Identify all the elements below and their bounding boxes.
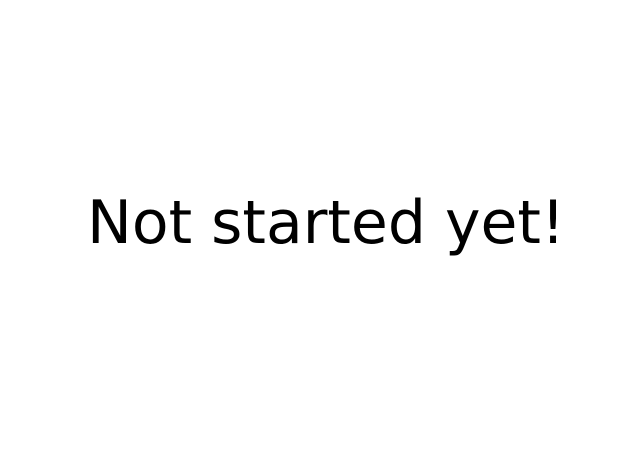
status-message: Not started yet! — [86, 188, 565, 258]
